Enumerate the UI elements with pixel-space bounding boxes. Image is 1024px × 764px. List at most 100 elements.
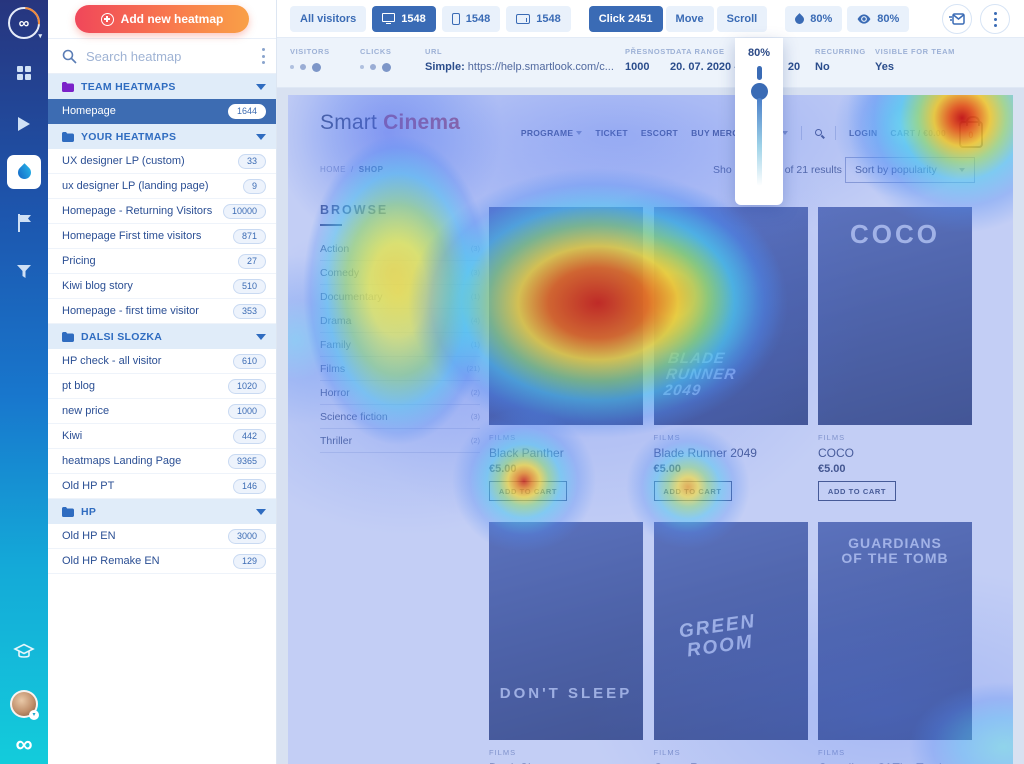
heatmap-item-label: HP check - all visitor	[62, 355, 162, 367]
chevron-down-icon[interactable]	[256, 133, 266, 140]
user-avatar-button[interactable]	[0, 689, 48, 720]
chevron-down-icon[interactable]	[256, 508, 266, 515]
sidebar-section-header[interactable]: HP	[48, 499, 276, 524]
heatmap-list-item[interactable]: new price 1000	[48, 399, 276, 424]
sidebar-section-header[interactable]: YOUR HEATMAPS	[48, 124, 276, 149]
category-name: Documentary	[320, 290, 383, 303]
heatmap-list-item[interactable]: Homepage - Returning Visitors 10000	[48, 199, 276, 224]
opacity-slider-track[interactable]	[756, 98, 762, 186]
rail-item-funnels[interactable]	[0, 262, 48, 282]
visibility-button[interactable]: 80%	[847, 6, 910, 32]
cart-bag-icon[interactable]: 0	[959, 116, 983, 148]
category-name: Thriller	[320, 434, 353, 447]
device-filter-button[interactable]: 1548	[506, 6, 571, 32]
heatmap-item-label: UX designer LP (custom)	[62, 155, 185, 167]
category-item[interactable]: Comedy (3)	[320, 261, 480, 285]
heatmap-list-item[interactable]: Old HP PT 146	[48, 474, 276, 499]
category-item[interactable]: Thriller (2)	[320, 429, 480, 453]
product-price: €5.00	[653, 463, 682, 475]
heatmap-list-item[interactable]: HP check - all visitor 610	[48, 349, 276, 374]
heatmap-list-item[interactable]: Pricing 27	[48, 249, 276, 274]
category-item[interactable]: Family (1)	[320, 333, 480, 357]
heatmap-list-item[interactable]: Kiwi blog story 510	[48, 274, 276, 299]
product-title[interactable]: COCO	[818, 446, 854, 460]
rail-item-recordings[interactable]	[0, 114, 48, 134]
site-nav-item[interactable]: PROGRAME	[521, 128, 583, 138]
category-name: Films	[320, 362, 346, 375]
heatmap-list-item[interactable]: Old HP EN 3000	[48, 524, 276, 549]
add-to-cart-button[interactable]: ADD TO CART	[818, 481, 896, 501]
heatmap-list-item[interactable]: Homepage First time visitors 871	[48, 224, 276, 249]
heatmap-list-item[interactable]: heatmaps Landing Page 9365	[48, 449, 276, 474]
rail-item-heatmaps-active[interactable]	[0, 155, 48, 189]
site-search-button[interactable]	[815, 129, 822, 136]
category-item[interactable]: Science fiction (3)	[320, 405, 480, 429]
rail-item-academy[interactable]	[0, 640, 48, 662]
chevron-down-icon	[576, 130, 583, 135]
site-nav-item[interactable]: TICKET	[595, 128, 628, 138]
heatmap-list-item[interactable]: Homepage 1644	[48, 99, 276, 124]
product-poster[interactable]	[489, 207, 643, 425]
rail-item-events[interactable]	[0, 213, 48, 233]
sort-dropdown[interactable]: Sort by popularity	[845, 157, 975, 183]
heatmap-list-item[interactable]: UX designer LP (custom) 33	[48, 149, 276, 174]
search-input[interactable]: Search heatmap	[86, 48, 182, 64]
sidebar-section-header[interactable]: TEAM HEATMAPS	[48, 74, 276, 99]
category-item[interactable]: Horror (2)	[320, 381, 480, 405]
product-poster[interactable]: GREEN ROOM	[653, 522, 808, 740]
device-filter-button[interactable]: 1548	[372, 6, 436, 32]
product-card: COCO FILMS COCO €5.00 ADD TO CART	[818, 207, 972, 501]
heatmap-list-item[interactable]: Old HP Remake EN 129	[48, 549, 276, 574]
heatmap-list: TEAM HEATMAPS Homepage 1644 YOUR HEATMAP…	[48, 74, 276, 574]
category-item[interactable]: Drama (4)	[320, 309, 480, 333]
add-to-cart-button[interactable]: ADD TO CART	[489, 481, 567, 501]
breadcrumb-home[interactable]: HOME	[320, 165, 346, 174]
site-cart-link[interactable]: CART / €0.00	[890, 127, 946, 138]
heatmap-list-item[interactable]: pt blog 1020	[48, 374, 276, 399]
add-new-heatmap-button[interactable]: Add new heatmap	[75, 5, 249, 33]
product-price: €5.00	[818, 463, 846, 475]
sidebar-section-header[interactable]: DALSI SLOZKA	[48, 324, 276, 349]
heatmap-list-item[interactable]: ux designer LP (landing page) 9	[48, 174, 276, 199]
product-poster[interactable]: DON'T SLEEP	[489, 522, 643, 740]
product-poster[interactable]: BLADE RUNNER 2049	[653, 207, 808, 425]
mode-button[interactable]: Scroll	[716, 6, 768, 32]
product-poster[interactable]: GUARDIANS OF THE TOMB	[818, 522, 972, 740]
kebab-menu-icon	[993, 11, 997, 27]
add-to-cart-button[interactable]: ADD TO CART	[653, 481, 732, 501]
category-item[interactable]: Action (3)	[320, 237, 480, 261]
all-visitors-filter-button[interactable]: All visitors	[290, 6, 367, 32]
category-item[interactable]: Films (21)	[320, 357, 480, 381]
opacity-button[interactable]: 80%	[785, 6, 843, 32]
site-logo-accent: Cinema	[383, 111, 461, 134]
site-login-link[interactable]: LOGIN	[849, 127, 878, 138]
mode-button[interactable]: Move	[665, 6, 714, 32]
eye-icon	[857, 14, 871, 24]
more-options-button[interactable]	[980, 4, 1010, 34]
category-name: Comedy	[320, 266, 360, 279]
heatmap-list-item[interactable]: Kiwi 442	[48, 424, 276, 449]
mode-button[interactable]: Click 2451	[588, 6, 663, 32]
magnifier-icon	[815, 129, 822, 136]
product-title[interactable]: Blade Runner 2049	[653, 446, 757, 460]
heatmap-item-count: 871	[232, 228, 266, 244]
app-logo-button[interactable]: ∞	[0, 5, 48, 41]
share-button[interactable]	[942, 4, 972, 34]
heatmap-list-item[interactable]: Homepage - first time visitor 353	[48, 299, 276, 324]
chevron-down-icon[interactable]	[256, 333, 266, 340]
chevron-down-icon[interactable]	[256, 83, 266, 90]
product-poster[interactable]: COCO	[818, 207, 972, 425]
plus-circle-icon	[100, 12, 114, 26]
visitors-label: VISITORS	[290, 47, 330, 56]
section-label: DALSI SLOZKA	[81, 330, 163, 343]
device-filter-button[interactable]: 1548	[441, 6, 501, 32]
heatmap-search[interactable]: Search heatmap	[48, 38, 276, 74]
site-nav-item[interactable]: ESCORT	[641, 128, 678, 138]
url-label: URL	[425, 47, 443, 56]
heatmap-item-label: Homepage - Returning Visitors	[62, 205, 213, 217]
product-title[interactable]: Black Panther	[489, 446, 564, 460]
kebab-menu-icon[interactable]	[262, 48, 266, 64]
category-item[interactable]: Documentary (1)	[320, 285, 480, 309]
site-logo[interactable]: Smart Cinema	[320, 111, 460, 135]
rail-item-dashboard[interactable]	[0, 63, 48, 83]
